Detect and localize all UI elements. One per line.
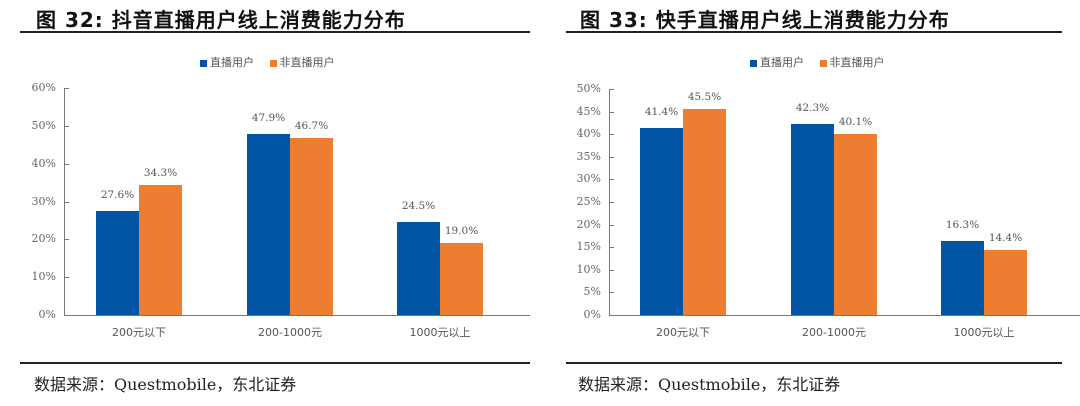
bar-non-live-users — [834, 133, 877, 315]
legend-label: 非直播用户 — [279, 56, 335, 69]
bar-live-users — [791, 123, 834, 315]
data-label: 34.3% — [143, 167, 178, 180]
bar-non-live-users — [139, 185, 182, 315]
data-label: 46.7% — [294, 120, 329, 133]
legend-swatch-blue-icon — [200, 59, 207, 67]
data-label: 14.4% — [988, 231, 1023, 244]
y-tick-label: 15% — [576, 240, 601, 253]
legend-item-non-live-users: 非直播用户 — [819, 56, 885, 69]
x-axis — [64, 315, 530, 316]
y-tick-label: 30% — [31, 195, 56, 208]
y-tick — [64, 126, 69, 127]
y-tick-label: 0% — [38, 308, 56, 321]
y-tick-label: 10% — [31, 270, 56, 283]
y-tick — [64, 315, 69, 316]
bar-live-users — [96, 210, 139, 315]
bar-non-live-users — [683, 109, 726, 315]
y-tick — [609, 292, 614, 293]
y-axis — [64, 88, 65, 315]
bar-non-live-users — [984, 249, 1027, 315]
chart-legend: 直播用户 非直播用户 — [200, 54, 347, 70]
data-label: 27.6% — [100, 188, 135, 201]
y-tick — [609, 89, 614, 90]
legend-label: 非直播用户 — [829, 56, 885, 69]
y-tick — [609, 179, 614, 180]
y-tick — [609, 134, 614, 135]
legend-swatch-blue-icon — [750, 59, 757, 67]
x-category-label: 200元以下 — [112, 326, 166, 339]
data-label: 47.9% — [251, 111, 286, 124]
data-label: 19.0% — [444, 225, 479, 238]
x-category-label: 200-1000元 — [258, 326, 322, 339]
source-note: 数据来源：Questmobile，东北证券 — [578, 375, 841, 394]
y-tick-label: 10% — [576, 263, 601, 276]
data-label: 42.3% — [795, 101, 830, 114]
y-tick-label: 50% — [31, 119, 56, 132]
y-tick-label: 0% — [583, 308, 601, 321]
legend-swatch-orange-icon — [269, 59, 277, 67]
legend-item-live-users: 直播用户 — [750, 56, 804, 69]
y-tick — [64, 202, 69, 203]
x-category-label: 200-1000元 — [802, 326, 866, 339]
legend-item-live-users: 直播用户 — [200, 56, 254, 69]
footer-divider — [20, 362, 530, 364]
y-tick — [609, 315, 614, 316]
data-label: 24.5% — [401, 200, 436, 213]
bar-live-users — [941, 241, 984, 315]
y-tick-label: 30% — [576, 172, 601, 185]
y-tick — [64, 239, 69, 240]
y-tick — [64, 277, 69, 278]
bar-live-users — [640, 127, 683, 315]
y-tick — [609, 247, 614, 248]
data-label: 40.1% — [838, 115, 873, 128]
y-tick-label: 50% — [576, 82, 601, 95]
x-category-label: 200元以下 — [656, 326, 710, 339]
bar-live-users — [247, 133, 290, 315]
y-tick-label: 40% — [576, 127, 601, 140]
figure-32-panel: 图 32: 抖音直播用户线上消费能力分布 直播用户 非直播用户 数据来源：Que… — [20, 8, 530, 394]
y-tick-label: 40% — [31, 157, 56, 170]
y-tick — [609, 270, 614, 271]
y-tick-label: 20% — [31, 232, 56, 245]
legend-swatch-orange-icon — [819, 59, 827, 67]
x-axis — [609, 315, 1080, 316]
bar-non-live-users — [440, 243, 483, 315]
legend-label: 直播用户 — [210, 56, 254, 69]
source-note: 数据来源：Questmobile，东北证券 — [34, 375, 297, 394]
x-category-label: 1000元以上 — [953, 326, 1015, 339]
y-tick-label: 35% — [576, 150, 601, 163]
x-category-label: 1000元以上 — [409, 326, 471, 339]
y-tick-label: 60% — [31, 81, 56, 94]
title-divider — [20, 31, 530, 33]
figure-title: 图 33: 快手直播用户线上消费能力分布 — [580, 8, 950, 32]
chart-legend: 直播用户 非直播用户 — [750, 54, 897, 70]
legend-item-non-live-users: 非直播用户 — [269, 56, 335, 69]
data-label: 16.3% — [945, 219, 980, 232]
y-tick — [609, 112, 614, 113]
y-tick-label: 5% — [583, 285, 601, 298]
bar-live-users — [397, 222, 440, 315]
data-label: 45.5% — [687, 91, 722, 104]
y-tick — [609, 157, 614, 158]
y-tick — [609, 225, 614, 226]
y-tick-label: 45% — [576, 105, 601, 118]
data-label: 41.4% — [644, 105, 679, 118]
bar-non-live-users — [290, 138, 333, 315]
figure-title: 图 32: 抖音直播用户线上消费能力分布 — [36, 8, 406, 32]
legend-label: 直播用户 — [760, 56, 804, 69]
footer-divider — [566, 362, 1062, 364]
figure-33-panel: 图 33: 快手直播用户线上消费能力分布 直播用户 非直播用户 数据来源：Que… — [560, 0, 1080, 406]
y-tick — [609, 202, 614, 203]
y-tick — [64, 164, 69, 165]
y-tick-label: 20% — [576, 218, 601, 231]
y-tick-label: 25% — [576, 195, 601, 208]
y-tick — [64, 88, 69, 89]
title-divider — [566, 31, 1062, 33]
